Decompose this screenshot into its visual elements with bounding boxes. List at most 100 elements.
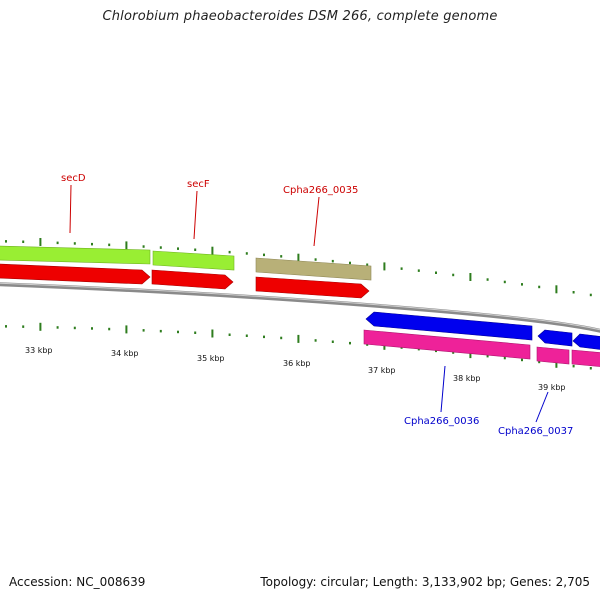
outer-minor-tick: [91, 242, 93, 246]
accession-text: Accession: NC_008639: [9, 575, 146, 589]
outer-minor-tick: [22, 240, 25, 243]
outer-minor-tick: [228, 250, 231, 254]
genome-title: Chlorobium phaeobacteroides DSM 266, com…: [102, 9, 498, 24]
topology-summary: Topology: circular; Length: 3,133,902 bp…: [260, 575, 590, 589]
inner-minor-tick: [91, 327, 93, 330]
kbp-label-37: 37 kbp: [368, 366, 396, 375]
inner-minor-tick: [435, 349, 437, 353]
cpha266-0037-leader: [535, 391, 549, 423]
cpha266-0035-leader: [313, 196, 320, 247]
outer-minor-tick: [589, 293, 592, 297]
cpha266-0036-leader: [440, 365, 446, 413]
inner-major-tick: [297, 334, 300, 343]
outer-minor-tick: [349, 261, 351, 265]
inner-minor-tick: [73, 326, 76, 330]
inner-tick-row: [5, 322, 592, 370]
secd-gene-arrow[interactable]: [0, 263, 151, 285]
inner-minor-tick: [5, 325, 7, 328]
outer-minor-tick: [73, 242, 76, 245]
kbp-label-36: 36 kbp: [283, 359, 311, 368]
inner-minor-tick: [589, 367, 592, 370]
inner-minor-tick: [452, 351, 455, 354]
genome-backbone-highlight: [0, 282, 600, 331]
inner-minor-tick: [142, 329, 145, 332]
inner-minor-tick: [108, 327, 111, 331]
inner-minor-tick: [177, 330, 179, 334]
forward-genes: [0, 263, 370, 299]
outer-minor-tick: [452, 273, 455, 277]
outer-major-tick: [469, 273, 472, 281]
cpha266-0036-function-bar[interactable]: [363, 329, 531, 360]
inner-major-tick: [125, 325, 128, 334]
outer-minor-tick: [194, 248, 197, 251]
inner-minor-tick: [56, 326, 59, 329]
inner-major-tick: [39, 322, 42, 331]
outer-tick-row: [5, 238, 592, 297]
cpha266-0035-function-bar[interactable]: [255, 257, 372, 281]
secd-leader: [69, 184, 72, 234]
outer-minor-tick: [177, 247, 179, 250]
gene-label-cpha266-0035[interactable]: Cpha266_0035: [283, 185, 358, 196]
next-reverse-gene-arrow[interactable]: [572, 333, 600, 350]
inner-major-tick: [211, 329, 214, 338]
secf-function-bar[interactable]: [152, 250, 235, 271]
forward-function-bars: [0, 245, 372, 281]
cpha266-0035-gene-arrow[interactable]: [255, 276, 370, 299]
outer-minor-tick: [280, 255, 283, 258]
outer-minor-tick: [400, 267, 403, 270]
gene-label-secd[interactable]: secD: [61, 173, 86, 184]
outer-minor-tick: [314, 258, 317, 261]
inner-minor-tick: [280, 336, 283, 340]
cpha266-0036-gene-arrow[interactable]: [365, 311, 533, 341]
outer-minor-tick: [108, 243, 111, 247]
reverse-function-bars: [363, 329, 600, 367]
outer-minor-tick: [263, 253, 265, 257]
inner-minor-tick: [486, 354, 489, 358]
outer-minor-tick: [572, 291, 575, 294]
inner-minor-tick: [503, 356, 506, 360]
outer-minor-tick: [366, 263, 369, 266]
inner-minor-tick: [245, 334, 248, 337]
gene-label-secf[interactable]: secF: [187, 179, 210, 190]
outer-minor-tick: [331, 259, 334, 263]
kbp-label-35: 35 kbp: [197, 354, 225, 363]
label-leaders: [69, 184, 549, 423]
outer-minor-tick: [417, 269, 420, 272]
outer-minor-tick: [159, 246, 162, 249]
inner-major-tick: [469, 350, 472, 359]
inner-minor-tick: [331, 340, 334, 343]
inner-minor-tick: [349, 341, 351, 345]
cpha266-0037-gene-arrow[interactable]: [537, 329, 573, 347]
inner-minor-tick: [572, 364, 575, 368]
next-reverse-function-bar[interactable]: [571, 349, 600, 367]
outer-minor-tick: [503, 280, 506, 284]
outer-minor-tick: [521, 283, 523, 286]
outer-major-tick: [211, 246, 214, 255]
outer-minor-tick: [486, 278, 489, 281]
inner-minor-tick: [263, 335, 265, 339]
inner-minor-tick: [521, 358, 523, 362]
outer-major-tick: [39, 238, 42, 246]
outer-minor-tick: [245, 252, 248, 255]
inner-minor-tick: [159, 329, 162, 333]
kbp-label-38: 38 kbp: [453, 374, 481, 383]
outer-minor-tick: [5, 240, 7, 243]
inner-minor-tick: [228, 333, 231, 336]
inner-minor-tick: [22, 325, 25, 328]
gene-label-cpha266-0037[interactable]: Cpha266_0037: [498, 426, 573, 437]
outer-minor-tick: [56, 241, 59, 245]
gene-labels: secD secF Cpha266_0035 Cpha266_0036 Cpha…: [61, 173, 573, 437]
secf-gene-arrow[interactable]: [151, 269, 234, 290]
kbp-label-39: 39 kbp: [538, 383, 566, 392]
outer-minor-tick: [435, 271, 437, 274]
inner-minor-tick: [314, 339, 317, 342]
outer-major-tick: [383, 262, 386, 271]
gene-label-cpha266-0036[interactable]: Cpha266_0036: [404, 416, 479, 427]
secd-function-bar[interactable]: [0, 245, 151, 265]
outer-minor-tick: [538, 285, 541, 289]
outer-major-tick: [555, 285, 558, 294]
inner-minor-tick: [538, 360, 541, 364]
genome-backbone: [0, 282, 600, 333]
cpha266-0037-function-bar[interactable]: [536, 346, 570, 365]
